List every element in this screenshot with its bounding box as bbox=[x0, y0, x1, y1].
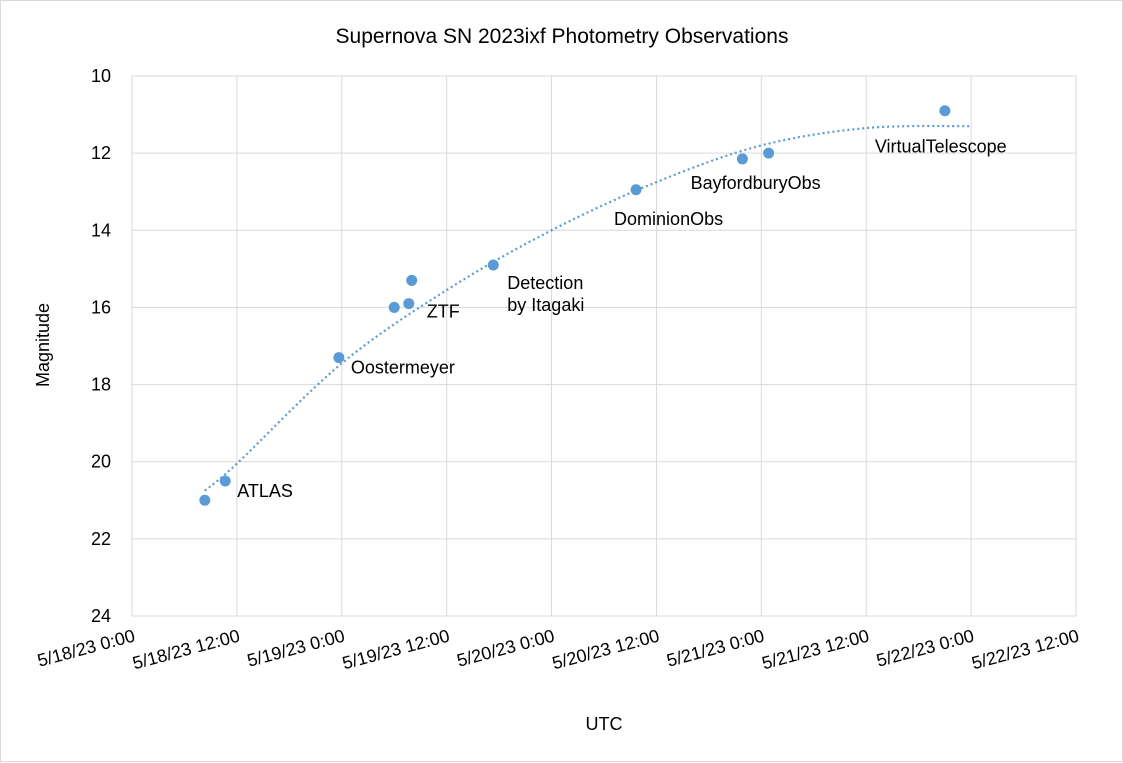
point-label: ATLAS bbox=[237, 481, 293, 501]
data-point bbox=[630, 184, 642, 196]
x-tick-label: 5/18/23 12:00 bbox=[130, 626, 242, 674]
x-tick-label: 5/22/23 0:00 bbox=[874, 626, 976, 671]
y-tick-label: 14 bbox=[91, 220, 111, 240]
point-label: Detection by Itagaki bbox=[507, 273, 584, 315]
data-point bbox=[763, 147, 775, 159]
tick-labels: 10 12 14 16 18 20 22 245/18/23 0:005/18/23 12:0… bbox=[35, 66, 1081, 673]
chart-title: Supernova SN 2023ixf Photometry Observat… bbox=[336, 25, 789, 48]
data-point bbox=[199, 494, 211, 506]
data-point bbox=[333, 352, 345, 364]
data-point bbox=[403, 298, 415, 310]
point-label: VirtualTelescope bbox=[875, 137, 1007, 157]
data-point bbox=[406, 274, 418, 286]
point-label: DominionObs bbox=[614, 209, 723, 229]
data-point bbox=[939, 105, 951, 117]
x-tick-label: 5/20/23 0:00 bbox=[455, 626, 557, 671]
trendline bbox=[204, 124, 972, 492]
data-point bbox=[487, 259, 499, 271]
data-point bbox=[388, 301, 400, 313]
x-tick-label: 5/19/23 12:00 bbox=[340, 626, 452, 674]
x-tick-label: 5/21/23 0:00 bbox=[665, 626, 767, 671]
point-label: BayfordburyObs bbox=[691, 173, 821, 193]
y-tick-label: 12 bbox=[91, 143, 111, 163]
x-tick-label: 5/21/23 12:00 bbox=[760, 626, 872, 674]
y-tick-label: 20 bbox=[91, 452, 111, 472]
y-tick-label: 10 bbox=[91, 66, 111, 86]
x-tick-label: 5/22/23 12:00 bbox=[970, 626, 1082, 674]
x-tick-label: 5/19/23 0:00 bbox=[245, 626, 347, 671]
y-tick-label: 18 bbox=[91, 375, 111, 395]
data-point bbox=[219, 475, 231, 487]
y-axis-label: Magnitude bbox=[33, 303, 53, 387]
trendline-path bbox=[204, 124, 972, 492]
y-tick-label: 22 bbox=[91, 529, 111, 549]
x-axis-label: UTC bbox=[586, 714, 623, 734]
x-tick-label: 5/20/23 12:00 bbox=[550, 626, 662, 674]
gridlines bbox=[131, 75, 1077, 617]
y-tick-label: 24 bbox=[91, 606, 111, 626]
x-tick-label: 5/18/23 0:00 bbox=[35, 626, 137, 671]
data-point bbox=[736, 153, 748, 165]
point-label: Oostermeyer bbox=[351, 358, 455, 378]
point-label: ZTF bbox=[427, 302, 460, 322]
point-labels: ATLAS Oostermeyer ZTF Detection by Itagaki Do… bbox=[237, 137, 1006, 501]
data-points bbox=[199, 105, 951, 506]
y-tick-label: 16 bbox=[91, 297, 111, 317]
